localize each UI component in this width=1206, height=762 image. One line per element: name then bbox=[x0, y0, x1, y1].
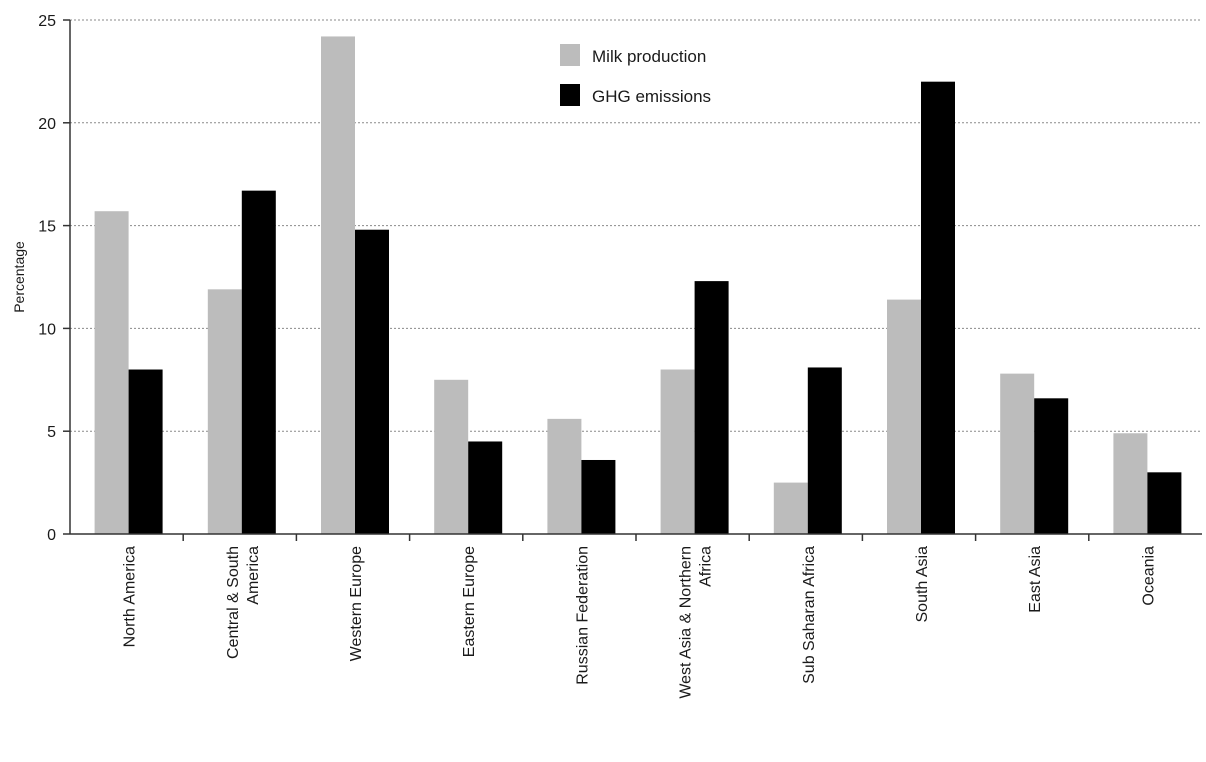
bar-ghg bbox=[128, 369, 163, 534]
y-tick-label: 20 bbox=[38, 116, 56, 133]
bar-ghg bbox=[921, 81, 955, 535]
category-label-group: West Asia & Northern Africa bbox=[678, 546, 715, 699]
bar-milk bbox=[887, 299, 921, 534]
bar-milk bbox=[660, 369, 695, 534]
category-label-group: Eastern Europe bbox=[461, 546, 478, 657]
category-label: North America bbox=[122, 546, 139, 647]
category-label: America bbox=[245, 546, 262, 605]
axes-layer bbox=[63, 19, 1202, 541]
category-label: Western Europe bbox=[348, 546, 365, 661]
category-label: Russian Federation bbox=[574, 546, 591, 685]
category-label: West Asia & Northern bbox=[678, 546, 695, 699]
y-tick-label: 25 bbox=[38, 13, 56, 30]
bar-ghg bbox=[355, 229, 389, 534]
category-label: South Asia bbox=[914, 546, 931, 623]
bar-ghg bbox=[241, 190, 276, 534]
bar-milk bbox=[547, 418, 582, 534]
category-label-group: North America bbox=[122, 546, 139, 647]
bar-milk bbox=[321, 36, 355, 535]
y-tick-label: 0 bbox=[47, 527, 56, 544]
y-tick-label: 10 bbox=[38, 321, 56, 338]
category-label-group: Western Europe bbox=[348, 546, 365, 661]
bar-ghg bbox=[468, 441, 503, 534]
category-label: Eastern Europe bbox=[461, 546, 478, 657]
bar-ghg bbox=[807, 367, 842, 534]
legend-swatch bbox=[560, 84, 580, 106]
labels-layer: 0 5 10 15 20 25 Percentage North America Central… bbox=[11, 13, 1157, 699]
category-label-group: Sub Saharan Africa bbox=[801, 546, 818, 684]
category-label-group: Oceania bbox=[1140, 546, 1157, 606]
bars-layer bbox=[94, 36, 1182, 535]
bar-milk bbox=[1113, 433, 1148, 534]
bar-ghg bbox=[581, 459, 616, 534]
bar-ghg bbox=[1147, 472, 1182, 534]
category-label: Oceania bbox=[1140, 546, 1157, 606]
y-tick-label: 5 bbox=[47, 424, 56, 441]
category-label: Sub Saharan Africa bbox=[801, 546, 818, 684]
category-label: East Asia bbox=[1027, 546, 1044, 613]
legend-label: GHG emissions bbox=[592, 87, 711, 106]
bar-ghg bbox=[694, 281, 729, 534]
y-tick-label: 15 bbox=[38, 219, 56, 236]
bar-milk bbox=[1000, 373, 1035, 534]
bar-milk bbox=[207, 289, 242, 534]
legend-label: Milk production bbox=[592, 47, 706, 66]
y-axis-title: Percentage bbox=[11, 241, 27, 313]
category-label: Central & South bbox=[225, 546, 242, 659]
bar-ghg bbox=[1034, 398, 1069, 534]
legend-swatch bbox=[560, 44, 580, 66]
category-label-group: East Asia bbox=[1027, 546, 1044, 613]
legend: Milk production GHG emissions bbox=[560, 44, 711, 106]
bar-milk bbox=[773, 482, 808, 534]
category-label-group: Central & South America bbox=[225, 546, 262, 659]
bar-milk bbox=[434, 379, 469, 534]
category-label-group: South Asia bbox=[914, 546, 931, 623]
bar-milk bbox=[94, 211, 129, 534]
category-label: Africa bbox=[698, 546, 715, 587]
category-label-group: Russian Federation bbox=[574, 546, 591, 685]
